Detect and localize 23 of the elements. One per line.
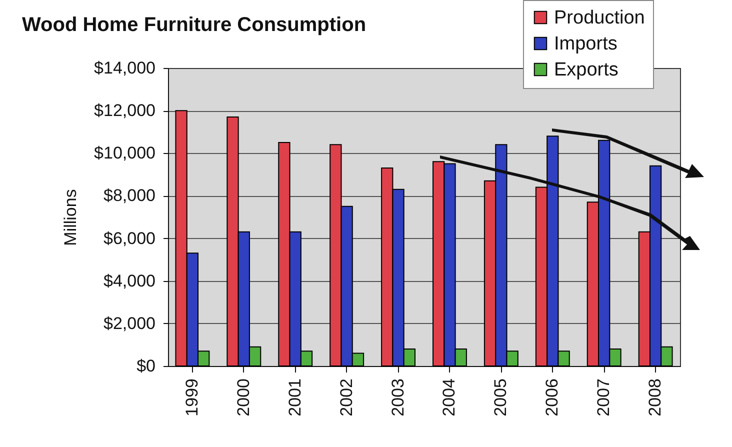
legend-label: Production bbox=[554, 8, 645, 28]
x-tick-label: 2007 bbox=[594, 378, 614, 416]
y-tick-label: $14,000 bbox=[94, 58, 156, 78]
x-tick-label: 2006 bbox=[542, 378, 562, 416]
y-tick-label: $8,000 bbox=[104, 186, 156, 206]
x-tick-label: 2002 bbox=[336, 378, 356, 416]
x-tick-label: 2003 bbox=[388, 378, 408, 416]
x-tick-label: 2004 bbox=[440, 378, 459, 416]
x-tick-label: 1999 bbox=[182, 378, 202, 416]
x-tick-label: 2001 bbox=[285, 378, 304, 416]
y-tick-label: $0 bbox=[136, 356, 156, 376]
y-tick-label: $2,000 bbox=[104, 314, 156, 333]
legend-label: Imports bbox=[554, 34, 618, 54]
x-tick-label: 2000 bbox=[234, 378, 253, 416]
chart-title: Wood Home Furniture Consumption bbox=[22, 14, 366, 37]
y-tick-label: $10,000 bbox=[94, 144, 156, 163]
y-tick-label: $12,000 bbox=[94, 101, 156, 120]
x-tick-label: 2005 bbox=[491, 378, 510, 416]
y-axis-title: Millions bbox=[61, 189, 80, 246]
y-tick-label: $6,000 bbox=[104, 228, 156, 248]
x-tick-label: 2008 bbox=[646, 378, 665, 416]
legend-label: Exports bbox=[554, 60, 618, 80]
y-tick-label: $4,000 bbox=[104, 271, 156, 290]
